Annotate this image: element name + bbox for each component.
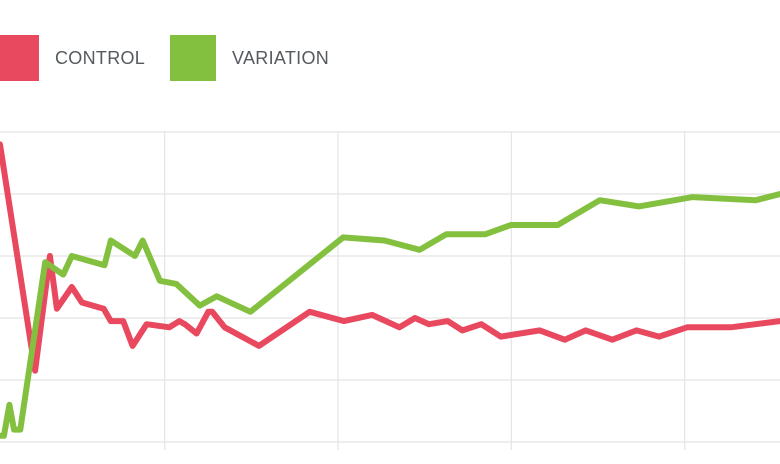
legend-item-control[interactable]: CONTROL (0, 35, 145, 81)
legend-swatch-control (0, 35, 39, 81)
legend-label-variation: VARIATION (232, 47, 330, 68)
legend-label-control: CONTROL (55, 47, 146, 68)
chart-legend: CONTROL VARIATION (0, 0, 780, 110)
legend-item-variation[interactable]: VARIATION (170, 35, 329, 81)
chart-series (0, 141, 780, 439)
legend-swatch-variation (170, 35, 216, 81)
series-line-variation (0, 191, 780, 439)
series-line-control (0, 141, 780, 374)
chart-grid (0, 131, 780, 450)
